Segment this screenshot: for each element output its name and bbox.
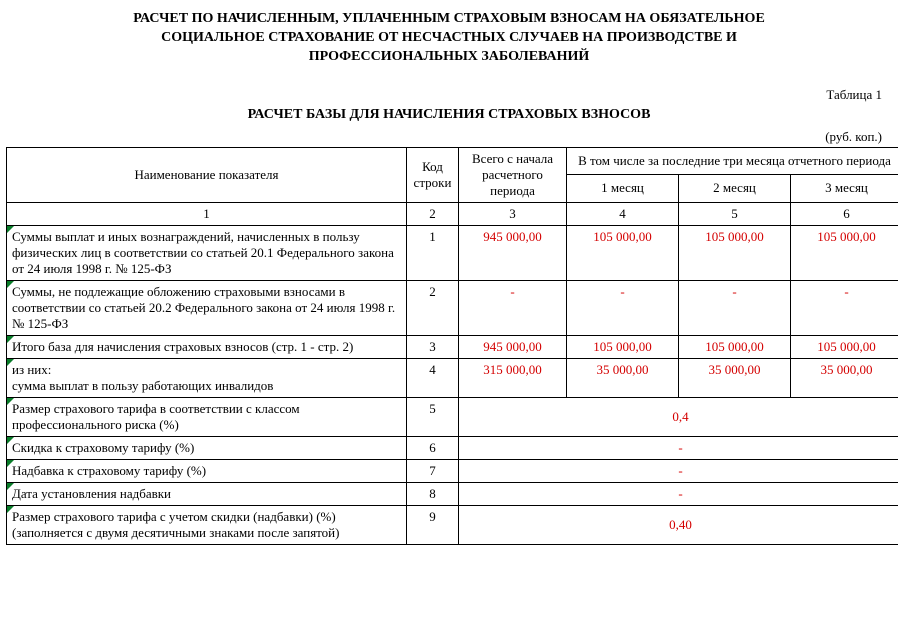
cell-code: 7 <box>407 459 459 482</box>
cell-name: Надбавка к страховому тарифу (%) <box>7 459 407 482</box>
table-row: Размер страхового тарифа с учетом скидки… <box>7 505 898 544</box>
table-row: Итого база для начисления страховых взно… <box>7 335 898 358</box>
cell-code: 3 <box>407 335 459 358</box>
col-header-group: В том числе за последние три месяца отче… <box>567 147 898 175</box>
table-number-label: Таблица 1 <box>6 87 882 103</box>
table-row: Суммы, не подлежащие обложению страховым… <box>7 280 898 335</box>
cell-merged-value: - <box>459 459 898 482</box>
title-line: РАСЧЕТ ПО НАЧИСЛЕННЫМ, УПЛАЧЕННЫМ СТРАХО… <box>39 10 859 29</box>
table-row: Надбавка к страховому тарифу (%)7- <box>7 459 898 482</box>
cell-total: - <box>459 280 567 335</box>
cell-merged-value: 0,4 <box>459 397 898 436</box>
col-num: 1 <box>7 202 407 225</box>
cell-name: из них:сумма выплат в пользу работающих … <box>7 358 407 397</box>
cell-merged-value: 0,40 <box>459 505 898 544</box>
col-num: 6 <box>791 202 898 225</box>
calculation-table: Наименование показателя Код строки Всего… <box>6 147 898 545</box>
table-row: Дата установления надбавки8- <box>7 482 898 505</box>
table-row: Суммы выплат и иных вознаграждений, начи… <box>7 225 898 280</box>
cell-m1: 35 000,00 <box>567 358 679 397</box>
col-num: 4 <box>567 202 679 225</box>
table-subtitle: РАСЧЕТ БАЗЫ ДЛЯ НАЧИСЛЕНИЯ СТРАХОВЫХ ВЗН… <box>6 107 892 123</box>
cell-m1: - <box>567 280 679 335</box>
cell-m2: - <box>679 280 791 335</box>
cell-m3: 105 000,00 <box>791 225 898 280</box>
col-header-code: Код строки <box>407 147 459 202</box>
cell-name: Суммы, не подлежащие обложению страховым… <box>7 280 407 335</box>
cell-m2: 105 000,00 <box>679 225 791 280</box>
cell-merged-value: - <box>459 436 898 459</box>
cell-name: Дата установления надбавки <box>7 482 407 505</box>
cell-name: Размер страхового тарифа в соответствии … <box>7 397 407 436</box>
col-num: 2 <box>407 202 459 225</box>
cell-name: Размер страхового тарифа с учетом скидки… <box>7 505 407 544</box>
cell-code: 6 <box>407 436 459 459</box>
document-title: РАСЧЕТ ПО НАЧИСЛЕННЫМ, УПЛАЧЕННЫМ СТРАХО… <box>39 10 859 67</box>
cell-m1: 105 000,00 <box>567 335 679 358</box>
table-row: Скидка к страховому тарифу (%)6- <box>7 436 898 459</box>
cell-merged-value: - <box>459 482 898 505</box>
cell-name: Суммы выплат и иных вознаграждений, начи… <box>7 225 407 280</box>
cell-code: 4 <box>407 358 459 397</box>
table-row: из них:сумма выплат в пользу работающих … <box>7 358 898 397</box>
cell-m3: - <box>791 280 898 335</box>
col-num: 3 <box>459 202 567 225</box>
cell-code: 9 <box>407 505 459 544</box>
col-header-name: Наименование показателя <box>7 147 407 202</box>
cell-total: 945 000,00 <box>459 335 567 358</box>
table-body: Суммы выплат и иных вознаграждений, начи… <box>7 225 898 544</box>
cell-m1: 105 000,00 <box>567 225 679 280</box>
col-num: 5 <box>679 202 791 225</box>
cell-code: 8 <box>407 482 459 505</box>
col-header-m3: 3 месяц <box>791 175 898 203</box>
cell-m2: 105 000,00 <box>679 335 791 358</box>
cell-total: 945 000,00 <box>459 225 567 280</box>
col-header-total: Всего с начала расчетного периода <box>459 147 567 202</box>
cell-total: 315 000,00 <box>459 358 567 397</box>
col-header-m1: 1 месяц <box>567 175 679 203</box>
title-line: СОЦИАЛЬНОЕ СТРАХОВАНИЕ ОТ НЕСЧАСТНЫХ СЛУ… <box>39 29 859 48</box>
cell-name: Скидка к страховому тарифу (%) <box>7 436 407 459</box>
cell-code: 1 <box>407 225 459 280</box>
cell-m2: 35 000,00 <box>679 358 791 397</box>
cell-name: Итого база для начисления страховых взно… <box>7 335 407 358</box>
title-line: ПРОФЕССИОНАЛЬНЫХ ЗАБОЛЕВАНИЙ <box>39 48 859 67</box>
cell-m3: 35 000,00 <box>791 358 898 397</box>
table-row: Размер страхового тарифа в соответствии … <box>7 397 898 436</box>
cell-code: 5 <box>407 397 459 436</box>
cell-m3: 105 000,00 <box>791 335 898 358</box>
cell-code: 2 <box>407 280 459 335</box>
units-label: (руб. коп.) <box>6 129 882 145</box>
col-header-m2: 2 месяц <box>679 175 791 203</box>
